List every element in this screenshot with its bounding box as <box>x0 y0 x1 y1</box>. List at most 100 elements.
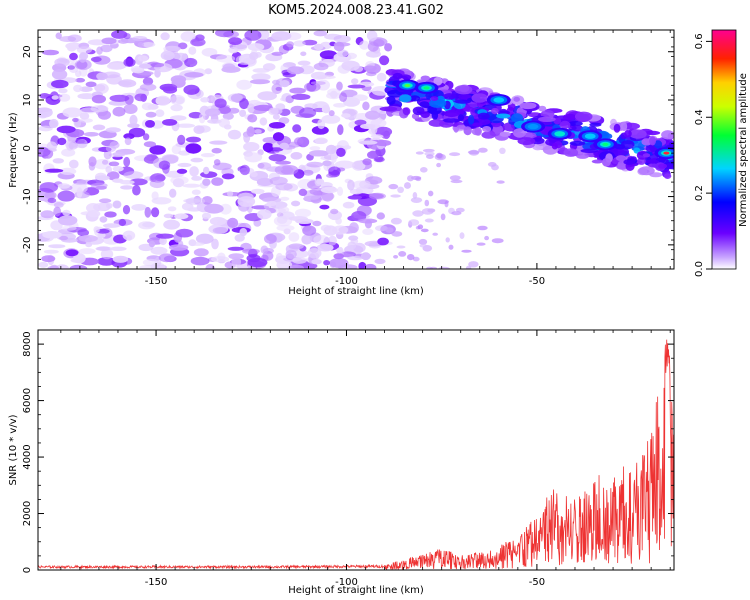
noise-cell <box>201 47 218 57</box>
trace-cell <box>392 72 403 80</box>
noise-cell <box>222 112 234 120</box>
noise-cell <box>302 225 317 236</box>
snr-axes: -150 -100 -50 0 2000 4000 6000 8000 <box>22 330 674 588</box>
noise-cell <box>314 178 322 187</box>
noise-cell <box>420 167 428 173</box>
noise-cell <box>275 103 286 111</box>
noise-cell <box>257 91 278 101</box>
noise-cell <box>143 141 156 148</box>
noise-cell <box>44 168 64 173</box>
noise-cell <box>87 210 101 218</box>
trace-cell <box>409 95 421 102</box>
hotspot-layer <box>663 151 670 155</box>
y-tick-label: 8000 <box>22 331 33 356</box>
noise-cell <box>158 253 175 263</box>
noise-cell <box>496 180 505 184</box>
noise-cell <box>200 153 215 158</box>
noise-cell <box>73 253 86 264</box>
noise-cell <box>77 93 97 100</box>
noise-cell <box>163 219 181 230</box>
y-tick-label: 10 <box>22 94 33 107</box>
noise-cell <box>310 81 326 86</box>
noise-cell <box>448 244 454 250</box>
noise-cell <box>180 31 196 42</box>
noise-cell <box>311 125 329 135</box>
noise-cell <box>96 246 111 251</box>
trace-cell <box>511 113 523 123</box>
noise-cell <box>193 248 209 257</box>
noise-cell <box>288 264 305 269</box>
noise-cell <box>343 145 352 150</box>
noise-cell <box>178 42 188 50</box>
noise-cell <box>204 68 213 75</box>
hotspot-layer <box>404 84 411 87</box>
noise-cell <box>237 196 256 207</box>
noise-cell <box>193 125 205 134</box>
noise-cell <box>301 234 313 245</box>
noise-cell <box>160 32 170 41</box>
noise-cell <box>311 259 322 265</box>
noise-cell <box>461 249 472 253</box>
noise-cell <box>288 243 304 250</box>
noise-cell <box>247 103 255 114</box>
noise-cell <box>212 227 228 234</box>
noise-cell <box>69 264 88 269</box>
noise-cell <box>62 107 83 118</box>
snr-panel: -150 -100 -50 0 2000 4000 6000 8000 Height of s… <box>8 329 675 596</box>
noise-cell <box>325 144 337 155</box>
noise-cell <box>279 196 290 201</box>
trace-cell <box>624 130 632 138</box>
noise-cell <box>352 94 368 101</box>
trace-cell <box>430 96 439 101</box>
noise-cell <box>260 245 269 254</box>
noise-cell <box>218 118 230 128</box>
noise-cell <box>262 63 276 71</box>
noise-cell <box>412 192 418 199</box>
trace-cell <box>433 76 443 86</box>
noise-cell <box>170 176 189 185</box>
noise-cell <box>131 204 147 211</box>
noise-cell <box>380 131 391 139</box>
trace-cell <box>481 131 496 139</box>
noise-cell <box>292 124 302 133</box>
trace-cell <box>658 163 667 169</box>
noise-cell <box>158 160 171 170</box>
noise-cell <box>90 182 108 189</box>
noise-cell <box>333 253 345 260</box>
trace-cell <box>442 93 457 100</box>
noise-cell <box>214 98 227 108</box>
noise-cell <box>155 109 165 117</box>
noise-cell <box>160 50 175 61</box>
noise-cell <box>228 47 239 54</box>
noise-cell <box>333 103 346 108</box>
trace-cell <box>491 107 499 115</box>
noise-cell <box>69 52 78 61</box>
noise-cell <box>78 248 96 255</box>
trace-cell <box>614 144 626 150</box>
noise-cell <box>304 103 318 109</box>
trace-cell <box>661 130 674 140</box>
noise-cell <box>174 213 189 220</box>
noise-cell <box>360 252 371 261</box>
noise-cell <box>79 118 93 123</box>
noise-cell <box>59 235 68 241</box>
y-tick-label: 2000 <box>22 501 33 526</box>
noise-cell <box>308 150 329 157</box>
noise-cell <box>163 45 182 52</box>
noise-cell <box>379 55 390 66</box>
noise-cell <box>362 158 372 166</box>
noise-cell <box>76 46 92 54</box>
noise-cell <box>426 154 434 160</box>
noise-cell <box>86 203 101 213</box>
hotspot <box>395 79 420 92</box>
noise-cell <box>169 188 177 198</box>
noise-cell <box>253 219 262 227</box>
noise-cell <box>204 108 221 117</box>
noise-cell <box>290 152 303 160</box>
noise-cell <box>438 266 451 269</box>
noise-cell <box>183 84 200 95</box>
noise-cell <box>333 41 345 52</box>
noise-cell <box>374 258 386 264</box>
hotspot <box>486 94 511 106</box>
